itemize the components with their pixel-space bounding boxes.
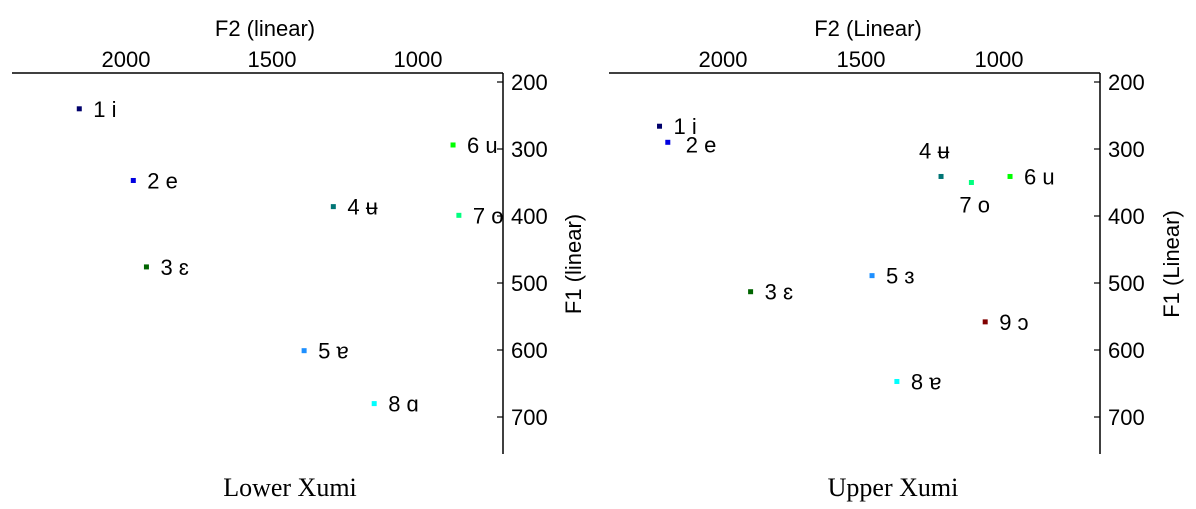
x-axis-title: F2 (linear) [215, 16, 315, 41]
y-axis-title: F1 (linear) [561, 214, 586, 314]
data-point [894, 378, 900, 384]
data-point [938, 173, 944, 179]
data-point [301, 348, 307, 354]
point-label: 7 o [473, 203, 504, 228]
point-label: 5 ɐ [318, 339, 349, 364]
y-tick-label: 200 [1108, 70, 1145, 95]
data-point [130, 177, 136, 183]
x-axis-title: F2 (Linear) [814, 16, 922, 41]
point-label: 9 ɔ [999, 310, 1028, 335]
data-point [371, 401, 377, 407]
y-tick-label: 700 [1108, 405, 1145, 430]
data-point [1007, 173, 1013, 179]
data-point [869, 273, 875, 279]
caption-upper-xumi: Upper Xumi [828, 473, 959, 502]
data-point [748, 289, 754, 295]
chart-lower-xumi: F2 (linear) F1 (linear) 2000 1500 1000 200… [12, 16, 586, 502]
point-label: 6 u [1024, 164, 1055, 189]
data-point [143, 264, 149, 270]
point-label: 5 ɜ [886, 264, 914, 289]
point-label: 1 i [93, 97, 116, 122]
point-label: 4 ʉ [919, 138, 950, 163]
point-label: 6 u [467, 133, 498, 158]
data-point [330, 204, 336, 210]
data-point [456, 212, 462, 218]
y-tick-label: 700 [511, 405, 548, 430]
point-label: 3 ɛ [765, 280, 793, 305]
data-point [665, 139, 671, 145]
y-tick-label: 600 [1108, 338, 1145, 363]
y-tick-label: 500 [1108, 271, 1145, 296]
y-tick-label: 500 [511, 271, 548, 296]
point-label: 2 e [686, 132, 717, 157]
data-point [450, 142, 456, 148]
x-tick-label: 2000 [699, 47, 748, 72]
x-tick-label: 1500 [248, 47, 297, 72]
point-label: 8 ɑ [388, 392, 419, 417]
chart-upper-xumi: F2 (Linear) F1 (Linear) 2000 1500 1000 200… [609, 16, 1184, 502]
data-point [982, 319, 988, 325]
point-label: 4 ʉ [347, 195, 378, 220]
y-tick-label: 300 [1108, 137, 1145, 162]
y-tick-label: 300 [511, 137, 548, 162]
data-point [76, 106, 82, 112]
point-label: 3 ɛ [160, 255, 188, 280]
x-tick-label: 1000 [975, 47, 1024, 72]
x-tick-label: 1000 [394, 47, 443, 72]
point-label: 8 ɐ [911, 369, 942, 394]
x-tick-label: 2000 [102, 47, 151, 72]
point-label: 1 i [674, 114, 697, 139]
point-label: 7 o [959, 193, 990, 218]
y-tick-label: 600 [511, 338, 548, 363]
data-point [657, 123, 663, 129]
y-tick-label: 400 [1108, 204, 1145, 229]
y-tick-label: 400 [511, 204, 548, 229]
y-tick-label: 200 [511, 70, 548, 95]
point-label: 2 e [147, 168, 178, 193]
data-point [968, 180, 974, 185]
caption-lower-xumi: Lower Xumi [223, 473, 357, 502]
x-tick-label: 1500 [837, 47, 886, 72]
y-axis-title: F1 (Linear) [1159, 210, 1184, 318]
